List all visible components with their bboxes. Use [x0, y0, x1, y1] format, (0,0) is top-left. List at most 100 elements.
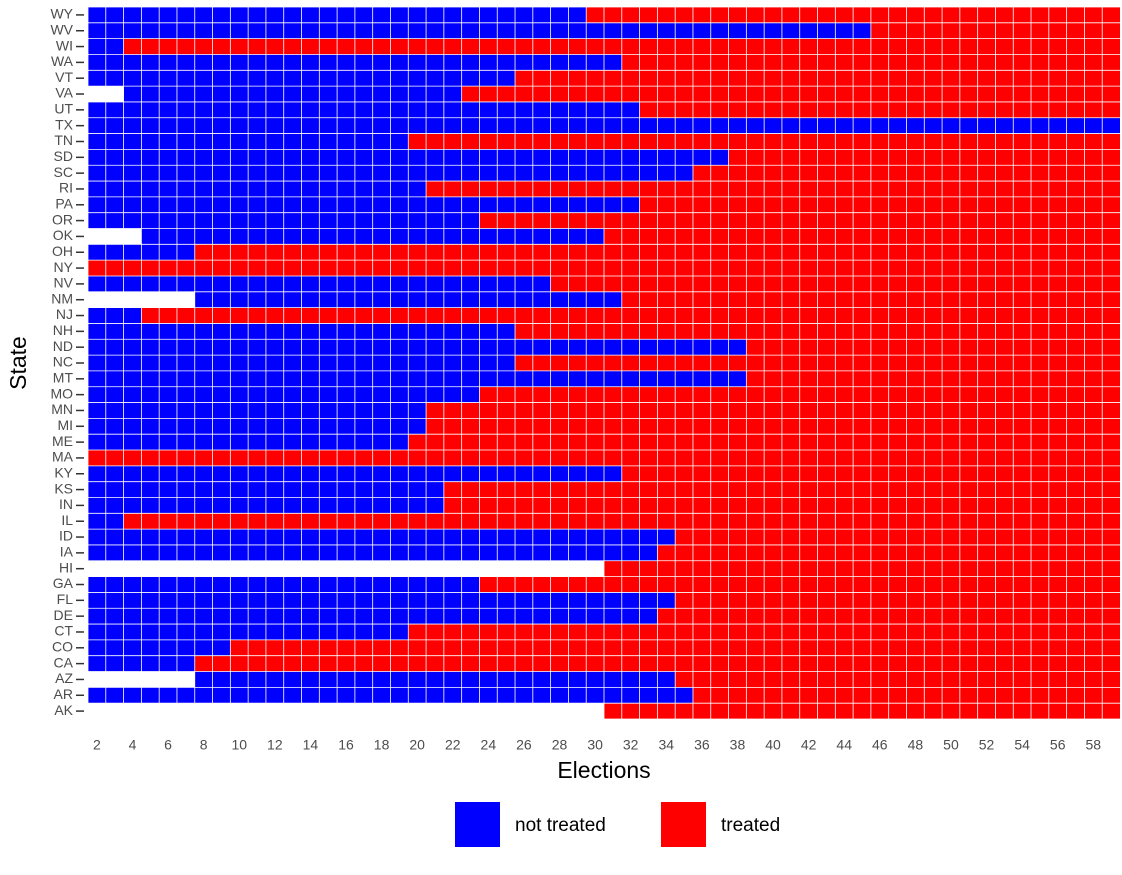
x-tick-label: 20 [409, 737, 425, 753]
cell-run [639, 101, 1120, 118]
x-tick-label: 34 [658, 737, 674, 753]
x-tick-label: 4 [129, 737, 137, 753]
cell-run [88, 418, 427, 435]
y-tick-label: NV [54, 275, 74, 291]
y-tick-label: VT [55, 69, 73, 85]
y-tick-label: WA [51, 53, 74, 69]
y-tick-label: CA [54, 654, 74, 670]
y-tick-label: IA [60, 544, 74, 560]
x-tick-label: 40 [765, 737, 781, 753]
x-tick-label: 26 [516, 737, 532, 753]
cell-run [88, 196, 640, 213]
y-tick-label: WY [50, 6, 73, 22]
legend-swatch [455, 802, 500, 847]
x-tick-label: 6 [164, 737, 172, 753]
y-tick-label: SC [54, 164, 73, 180]
y-tick-label: RI [59, 180, 73, 196]
legend: not treated treated [455, 802, 780, 847]
y-tick-label: OR [52, 211, 73, 227]
x-tick-label: 52 [979, 737, 995, 753]
y-tick-label: CT [54, 623, 73, 639]
x-tick-label: 16 [338, 737, 354, 753]
y-tick-label: MN [51, 401, 73, 417]
cell-grid [87, 6, 1120, 720]
x-tick-label: 12 [267, 737, 283, 753]
y-tick-label: MA [52, 449, 74, 465]
y-tick-label: MO [50, 385, 73, 401]
cell-run [88, 339, 747, 356]
x-tick-label: 42 [801, 737, 817, 753]
y-tick-label: NM [51, 290, 73, 306]
cell-run [88, 307, 142, 324]
cell-run [426, 418, 1120, 435]
cell-run [675, 529, 1120, 545]
y-tick-label: AK [54, 702, 73, 718]
x-tick-label: 38 [730, 737, 746, 753]
x-tick-label: 48 [908, 737, 924, 753]
y-tick-label: GA [53, 575, 74, 591]
cell-run [88, 402, 427, 419]
y-axis-title: State [5, 336, 31, 390]
y-tick-label: MI [57, 417, 73, 433]
cell-run [604, 228, 1120, 245]
cell-run [675, 592, 1120, 609]
y-tick-label: TN [54, 132, 73, 148]
cell-run [604, 560, 1120, 577]
y-tick-label: KS [54, 480, 73, 496]
y-tick-label: ME [52, 433, 73, 449]
x-tick-label: 32 [623, 737, 639, 753]
x-tick-label: 56 [1050, 737, 1066, 753]
cell-run [194, 671, 676, 688]
cell-run [746, 339, 1120, 356]
y-tick-label: WI [56, 37, 73, 53]
y-tick-label: WV [50, 21, 73, 37]
y-tick-label: NH [53, 322, 73, 338]
legend-label: treated [721, 815, 780, 836]
x-tick-label: 18 [374, 737, 390, 753]
y-tick-label: HI [59, 559, 73, 575]
cell-run [675, 671, 1120, 688]
x-tick-label: 50 [943, 737, 959, 753]
cell-run [604, 703, 1120, 719]
x-tick-label: 22 [445, 737, 461, 753]
x-tick-label: 2 [93, 737, 101, 753]
y-tick-label: DE [54, 607, 73, 623]
y-tick-label: PA [55, 195, 73, 211]
y-tick-label: TX [55, 116, 74, 132]
y-tick-label: CO [52, 639, 73, 655]
y-tick-label: NC [53, 354, 73, 370]
cell-run [88, 101, 640, 118]
y-tick-label: KY [54, 464, 73, 480]
x-axis-title: Elections [557, 757, 650, 783]
cell-run [426, 402, 1120, 419]
y-tick-label: MT [53, 370, 74, 386]
cell-run [141, 307, 1121, 324]
cell-run [88, 592, 676, 609]
y-tick-label: ND [53, 338, 73, 354]
x-tick-label: 54 [1014, 737, 1030, 753]
x-tick-label: 24 [481, 737, 497, 753]
y-tick-label: NJ [56, 306, 73, 322]
y-tick-label: AZ [55, 670, 73, 686]
x-tick-label: 14 [303, 737, 319, 753]
x-tick-label: 46 [872, 737, 888, 753]
cell-run [88, 370, 747, 387]
y-tick-label: ID [59, 528, 73, 544]
y-tick-label: OK [53, 227, 74, 243]
y-tick-label: FL [57, 591, 74, 607]
x-tick-label: 10 [231, 737, 247, 753]
y-tick-label: SD [54, 148, 73, 164]
y-tick-label: OH [52, 243, 73, 259]
x-tick-label: 44 [836, 737, 852, 753]
cell-run [88, 529, 676, 545]
y-tick-label: NY [54, 259, 74, 275]
y-tick-label: AR [54, 686, 73, 702]
cell-run [746, 370, 1120, 387]
legend-swatch [661, 802, 706, 847]
cell-run [426, 181, 1120, 197]
x-tick-label: 58 [1086, 737, 1102, 753]
x-tick-label: 8 [200, 737, 208, 753]
cell-run [461, 86, 1121, 102]
